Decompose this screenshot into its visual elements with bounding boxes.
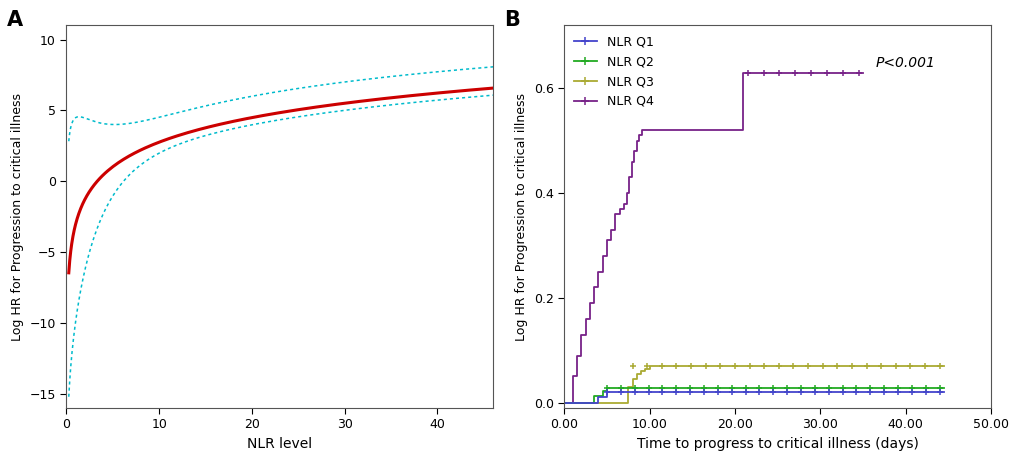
Legend: NLR Q1, NLR Q2, NLR Q3, NLR Q4: NLR Q1, NLR Q2, NLR Q3, NLR Q4 bbox=[570, 31, 656, 112]
X-axis label: NLR level: NLR level bbox=[247, 437, 312, 451]
Text: B: B bbox=[504, 10, 520, 30]
Y-axis label: Log HR for Progression to critical illness: Log HR for Progression to critical illne… bbox=[515, 92, 528, 340]
Text: A: A bbox=[7, 10, 22, 30]
X-axis label: Time to progress to critical illness (days): Time to progress to critical illness (da… bbox=[636, 437, 917, 451]
Y-axis label: Log HR for Progression to critical illness: Log HR for Progression to critical illne… bbox=[11, 92, 24, 340]
Text: P<0.001: P<0.001 bbox=[875, 56, 934, 70]
